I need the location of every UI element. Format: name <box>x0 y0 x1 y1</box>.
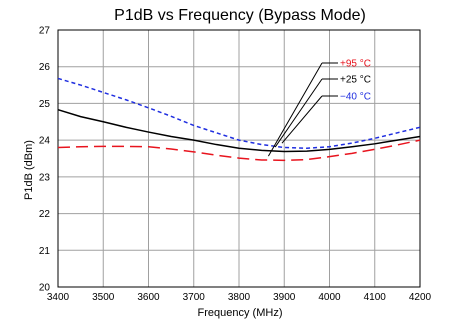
legend-leader-0 <box>267 62 323 157</box>
y-axis-label: P1dB (dBm) <box>23 140 35 200</box>
y-tick-label: 26 <box>39 62 51 73</box>
x-tick-label: 3600 <box>137 292 160 303</box>
plot-frame <box>57 29 421 288</box>
y-tick-label: 22 <box>39 209 51 220</box>
x-tick-label: 3500 <box>92 292 115 303</box>
legend-leader-1 <box>274 78 323 148</box>
x-axis-ticks: 3400 3500 3600 3700 3800 3900 4000 4100 4200 <box>47 292 432 303</box>
y-axis-ticks: 20 21 22 23 24 25 26 27 <box>39 26 51 294</box>
y-tick-label: 25 <box>39 99 51 110</box>
x-axis-label: Frequency (MHz) <box>198 307 283 319</box>
x-tick-label: 4000 <box>318 292 341 303</box>
series-line-0 <box>57 139 421 162</box>
legend: +95 °C +25 °C −40 °C <box>267 59 371 157</box>
series-line-2 <box>57 77 421 149</box>
series-line-1 <box>57 108 421 153</box>
y-tick-label: 27 <box>39 26 51 37</box>
y-tick-label: 21 <box>39 246 51 257</box>
x-tick-label: 3800 <box>228 292 251 303</box>
chart-title: P1dB vs Frequency (Bypass Mode) <box>114 7 366 24</box>
x-tick-label: 4200 <box>409 292 432 303</box>
x-tick-label: 3400 <box>47 292 70 303</box>
y-tick-label: 23 <box>39 172 51 183</box>
legend-leader-2 <box>281 95 323 144</box>
x-tick-label: 3900 <box>273 292 296 303</box>
y-tick-label: 20 <box>39 283 51 294</box>
x-tick-label: 3700 <box>183 292 206 303</box>
legend-label-2: −40 °C <box>340 92 371 103</box>
y-tick-label: 24 <box>39 136 51 147</box>
legend-label-1: +25 °C <box>340 75 371 86</box>
legend-label-0: +95 °C <box>340 59 371 70</box>
x-tick-label: 4100 <box>364 292 387 303</box>
series-layer <box>57 77 421 162</box>
